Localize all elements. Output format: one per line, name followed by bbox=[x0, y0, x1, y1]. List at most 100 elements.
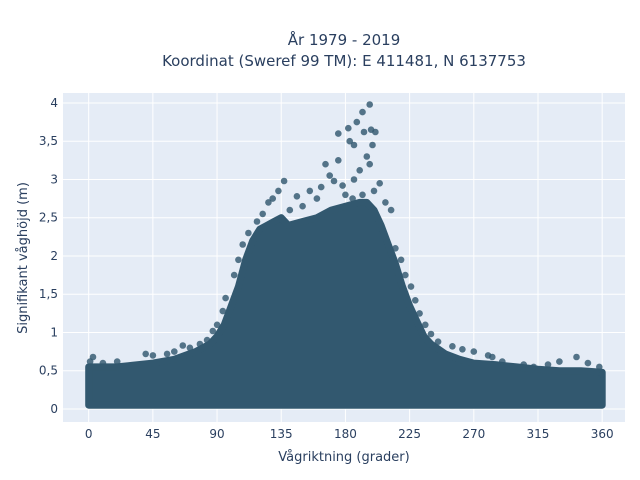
data-point bbox=[222, 294, 229, 302]
data-point bbox=[359, 191, 366, 199]
data-point bbox=[163, 350, 171, 358]
data-point bbox=[489, 353, 496, 361]
data-point bbox=[376, 180, 384, 187]
data-point bbox=[342, 191, 349, 199]
data-point bbox=[459, 346, 466, 353]
chart-title-line-1: År 1979 - 2019 bbox=[288, 30, 401, 49]
data-point bbox=[434, 338, 442, 346]
data-point bbox=[427, 330, 435, 338]
data-point bbox=[99, 359, 107, 367]
data-point bbox=[293, 193, 301, 200]
x-tick-label: 225 bbox=[398, 427, 421, 441]
y-tick-label: 0,5 bbox=[39, 364, 58, 378]
data-point bbox=[449, 343, 456, 350]
data-point bbox=[556, 358, 563, 365]
data-point bbox=[253, 218, 261, 225]
chart-title-line-2: Koordinat (Sweref 99 TM): E 411481, N 61… bbox=[162, 52, 526, 70]
data-point bbox=[402, 271, 409, 279]
data-point bbox=[330, 177, 338, 185]
data-point bbox=[171, 348, 178, 355]
y-tick-label: 3 bbox=[50, 172, 58, 186]
data-point bbox=[346, 137, 354, 145]
data-point bbox=[196, 340, 204, 348]
data-point bbox=[149, 352, 157, 359]
data-point bbox=[313, 195, 321, 202]
data-point bbox=[335, 157, 342, 164]
data-point bbox=[349, 195, 356, 202]
data-point bbox=[350, 176, 358, 183]
data-point bbox=[369, 141, 376, 149]
data-point bbox=[392, 245, 399, 252]
data-point bbox=[306, 187, 314, 195]
data-point bbox=[275, 187, 282, 195]
data-point bbox=[235, 256, 242, 264]
x-tick-labels: 0 45 90 135 180 225 270 315 360 bbox=[85, 427, 614, 441]
data-point bbox=[499, 358, 506, 365]
y-tick-label: 2,5 bbox=[39, 211, 58, 225]
x-tick-label: 135 bbox=[270, 427, 293, 441]
y-tick-label: 4 bbox=[50, 96, 58, 110]
y-tick-label: 2 bbox=[50, 249, 58, 263]
data-point bbox=[339, 182, 346, 189]
data-point bbox=[179, 342, 187, 349]
y-tick-label: 1 bbox=[50, 325, 58, 339]
data-point bbox=[407, 283, 415, 290]
data-point bbox=[544, 361, 552, 368]
x-axis-title: Vågriktning (grader) bbox=[278, 450, 409, 465]
data-point bbox=[353, 118, 361, 126]
data-point bbox=[209, 327, 217, 335]
x-tick-label: 45 bbox=[145, 427, 160, 441]
data-point bbox=[520, 361, 527, 368]
data-point bbox=[345, 124, 352, 132]
data-point bbox=[412, 297, 419, 304]
x-tick-label: 360 bbox=[591, 427, 614, 441]
data-point bbox=[280, 177, 288, 185]
data-point bbox=[299, 202, 306, 210]
data-point bbox=[113, 358, 121, 365]
data-point bbox=[219, 307, 227, 315]
data-point bbox=[530, 363, 537, 371]
data-point bbox=[363, 153, 371, 160]
data-point bbox=[326, 172, 334, 179]
dense-point-cloud bbox=[85, 198, 606, 409]
x-tick-label: 180 bbox=[334, 427, 357, 441]
data-point bbox=[382, 199, 389, 206]
data-point bbox=[397, 256, 405, 264]
y-tick-label: 1,5 bbox=[39, 287, 58, 301]
y-tick-label: 3,5 bbox=[39, 134, 58, 148]
data-point bbox=[598, 371, 606, 378]
data-point bbox=[186, 344, 194, 352]
data-points bbox=[85, 101, 606, 409]
x-tick-label: 315 bbox=[527, 427, 550, 441]
data-point bbox=[317, 183, 325, 191]
data-point bbox=[372, 128, 379, 136]
x-tick-label: 270 bbox=[462, 427, 485, 441]
data-point bbox=[470, 348, 478, 355]
data-point bbox=[360, 128, 368, 136]
data-point bbox=[350, 141, 358, 149]
x-tick-label: 0 bbox=[85, 427, 93, 441]
data-point bbox=[322, 160, 329, 168]
y-tick-label: 0 bbox=[50, 402, 58, 416]
data-point bbox=[239, 241, 246, 248]
data-point bbox=[366, 160, 374, 168]
data-point bbox=[269, 195, 277, 202]
data-point bbox=[203, 336, 211, 344]
data-point bbox=[366, 101, 374, 108]
data-point bbox=[265, 199, 272, 206]
data-point bbox=[230, 271, 238, 279]
data-point bbox=[596, 363, 603, 371]
data-point bbox=[416, 310, 423, 317]
data-point bbox=[573, 353, 580, 361]
data-point bbox=[86, 358, 94, 365]
x-tick-label: 90 bbox=[209, 427, 224, 441]
y-tick-labels: 0 0,5 1 1,5 2 2,5 3 3,5 4 bbox=[39, 96, 58, 416]
data-point bbox=[245, 229, 252, 237]
data-point bbox=[142, 350, 149, 358]
data-point bbox=[213, 321, 221, 329]
data-point bbox=[422, 321, 429, 329]
data-point bbox=[259, 210, 267, 218]
data-point bbox=[387, 206, 395, 214]
data-point bbox=[335, 130, 342, 137]
